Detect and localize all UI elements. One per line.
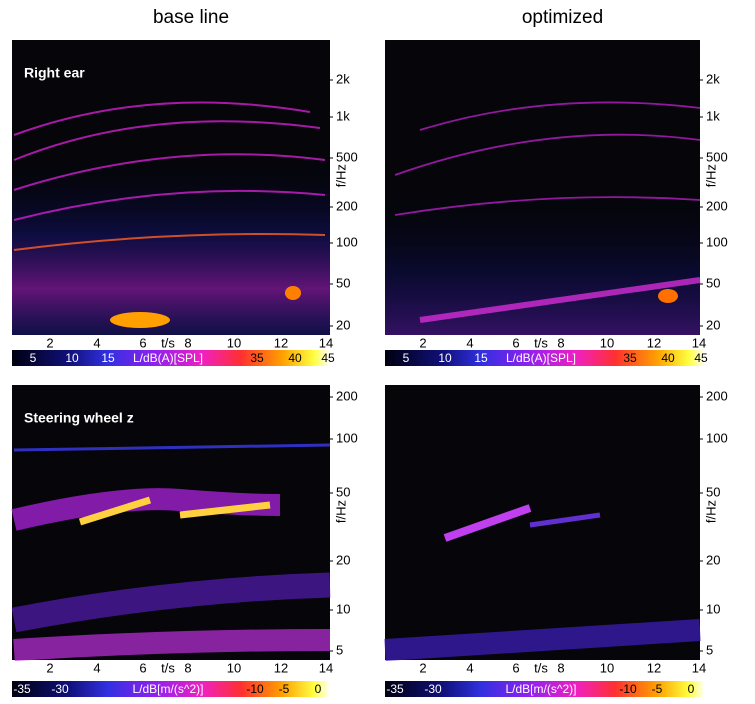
spectrogram	[11, 40, 705, 697]
y-tick-label: 1k	[336, 108, 350, 123]
colorbar-title: L/dB[m/(s^2)]	[133, 682, 204, 696]
x-tick-label: 2	[46, 660, 53, 675]
x-axis-label: t/s	[534, 335, 548, 350]
panel-label: Right ear	[24, 65, 85, 81]
x-tick-label: 8	[557, 335, 564, 350]
y-axis-label: f/Hz	[333, 500, 348, 523]
x-tick-label: 6	[139, 660, 146, 675]
colorbar-label: 5	[403, 351, 410, 365]
x-tick-label: 6	[139, 335, 146, 350]
y-tick-label: 50	[706, 484, 720, 499]
x-tick-label: 2	[46, 335, 53, 350]
colorbar-label: 15	[474, 351, 488, 365]
y-tick-label: 20	[336, 552, 350, 567]
x-tick-label: 14	[692, 660, 706, 675]
y-tick-label: 2k	[336, 71, 350, 86]
colorbar-label: 10	[438, 351, 452, 365]
colorbar-label: -35	[13, 682, 31, 696]
colorbar-label: 35	[623, 351, 637, 365]
x-tick-label: 10	[227, 335, 241, 350]
y-tick-label: 2k	[706, 71, 720, 86]
colorbar-label: 40	[661, 351, 675, 365]
y-tick-label: 100	[336, 430, 358, 445]
y-tick-label: 100	[706, 430, 728, 445]
y-axis-label: f/Hz	[333, 164, 348, 187]
y-tick-label: 50	[706, 275, 720, 290]
x-tick-label: 12	[647, 660, 661, 675]
x-tick-label: 4	[466, 335, 473, 350]
x-tick-label: 4	[466, 660, 473, 675]
y-tick-label: 50	[336, 484, 350, 499]
colorbar-label: 10	[65, 351, 79, 365]
colorbar-label: -30	[424, 682, 442, 696]
panel-label: Steering wheel z	[24, 410, 134, 426]
y-tick-label: 100	[706, 234, 728, 249]
colorbar-label: -5	[652, 682, 663, 696]
y-tick-label: 5	[706, 642, 713, 657]
x-tick-label: 8	[184, 660, 191, 675]
y-tick-label: 5	[336, 642, 343, 657]
colorbar-label: 35	[250, 351, 264, 365]
x-axis-label: t/s	[161, 660, 175, 675]
colorbar-label: -5	[279, 682, 290, 696]
colorbar-label: 45	[694, 351, 708, 365]
x-tick-label: 14	[319, 660, 333, 675]
colorbar-label: -30	[51, 682, 69, 696]
y-tick-label: 200	[336, 198, 358, 213]
y-tick-label: 10	[336, 601, 350, 616]
colorbar-label: -10	[619, 682, 637, 696]
y-tick-label: 20	[706, 552, 720, 567]
column-title: base line	[153, 7, 229, 28]
y-axis-label: f/Hz	[703, 500, 718, 523]
colorbar-label: 40	[288, 351, 302, 365]
x-tick-label: 14	[692, 335, 706, 350]
y-tick-label: 500	[336, 149, 358, 164]
colorbar-label: 5	[30, 351, 37, 365]
x-tick-label: 8	[184, 335, 191, 350]
colorbar-title: L/dB(A)[SPL]	[506, 351, 576, 365]
x-tick-label: 12	[274, 660, 288, 675]
colorbar-label: 0	[315, 682, 322, 696]
y-tick-label: 200	[706, 388, 728, 403]
x-tick-label: 4	[93, 660, 100, 675]
colorbar-title: L/dB(A)[SPL]	[133, 351, 203, 365]
y-tick-label: 50	[336, 275, 350, 290]
y-tick-label: 200	[706, 198, 728, 213]
y-tick-label: 500	[706, 149, 728, 164]
colorbar-title: L/dB[m/(s^2)]	[506, 682, 577, 696]
x-tick-label: 2	[419, 660, 426, 675]
colorbar-label: 0	[688, 682, 695, 696]
y-tick-label: 200	[336, 388, 358, 403]
colorbar-label: -35	[386, 682, 404, 696]
colorbar-label: 45	[321, 351, 335, 365]
colorbar-label: -10	[246, 682, 264, 696]
x-tick-label: 10	[600, 660, 614, 675]
x-tick-label: 6	[512, 660, 519, 675]
x-tick-label: 4	[93, 335, 100, 350]
y-tick-label: 20	[336, 317, 350, 332]
x-tick-label: 2	[419, 335, 426, 350]
y-tick-label: 10	[706, 601, 720, 616]
x-tick-label: 12	[274, 335, 288, 350]
y-axis-label: f/Hz	[703, 164, 718, 187]
x-axis-label: t/s	[161, 335, 175, 350]
x-tick-label: 12	[647, 335, 661, 350]
x-tick-label: 10	[227, 660, 241, 675]
x-axis-label: t/s	[534, 660, 548, 675]
y-tick-label: 1k	[706, 108, 720, 123]
x-tick-label: 14	[319, 335, 333, 350]
column-title: optimized	[522, 7, 603, 28]
colorbar-label: 15	[101, 351, 115, 365]
x-tick-label: 8	[557, 660, 564, 675]
x-tick-label: 10	[600, 335, 614, 350]
y-tick-label: 100	[336, 234, 358, 249]
y-tick-label: 20	[706, 317, 720, 332]
x-tick-label: 6	[512, 335, 519, 350]
